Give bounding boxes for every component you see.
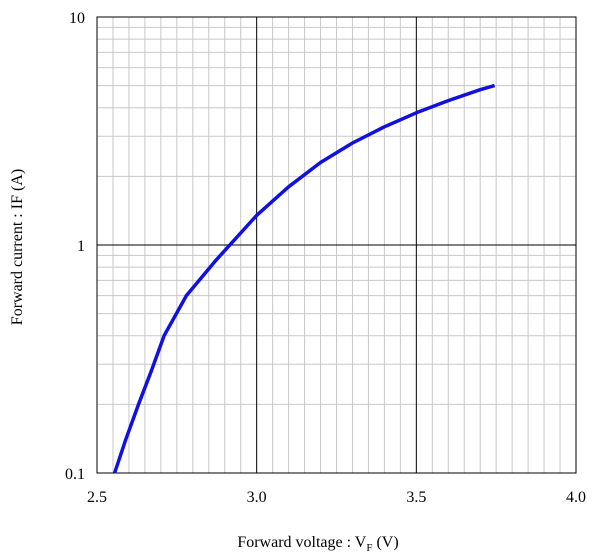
x-tick-label: 3.0 — [247, 489, 267, 506]
series-layer — [112, 83, 496, 474]
x-tick-label: 2.5 — [87, 489, 107, 506]
x-tick-labels: 2.5 3.0 3.5 4.0 — [87, 489, 586, 506]
x-axis-title: Forward voltage : VF (V) — [237, 534, 398, 554]
x-axis-title-main: Forward voltage : V — [237, 534, 366, 551]
y-axis-title: Forward current : IF (A) — [9, 169, 26, 325]
plot-frame — [96, 16, 577, 474]
x-tick-label: 3.5 — [406, 489, 426, 506]
series-line — [112, 83, 496, 474]
y-tick-label: 1 — [77, 238, 85, 255]
major-grid — [97, 17, 576, 473]
y-tick-label: 0.1 — [65, 466, 85, 483]
y-tick-labels: 0.1 1 10 — [65, 10, 85, 483]
x-tick-label: 4.0 — [566, 489, 586, 506]
y-tick-label: 10 — [69, 10, 85, 27]
x-axis-title-unit: (V) — [372, 534, 398, 551]
x-axis-title-subscript: F — [366, 542, 372, 554]
